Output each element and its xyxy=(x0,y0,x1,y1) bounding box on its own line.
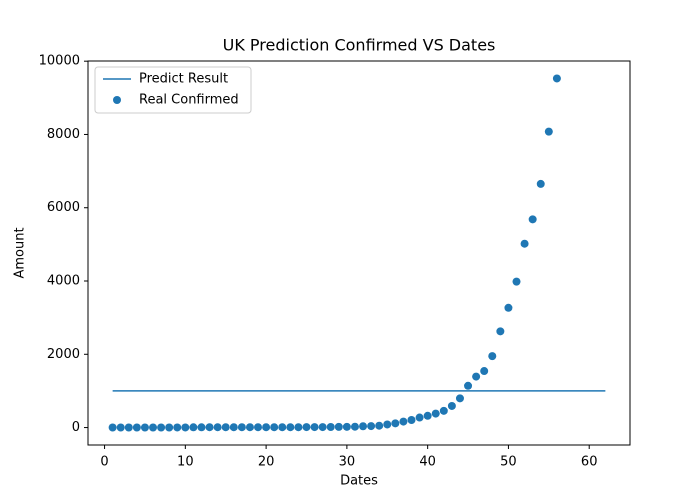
y-tick-label: 6000 xyxy=(47,200,80,215)
scatter-point xyxy=(262,423,271,432)
scatter-point xyxy=(399,417,408,426)
scatter-point xyxy=(286,423,295,432)
y-tick-label: 4000 xyxy=(47,274,80,289)
scatter-point xyxy=(552,74,561,83)
legend-box xyxy=(94,66,252,114)
scatter-point xyxy=(116,423,125,432)
scatter-point xyxy=(383,420,392,429)
scatter-point xyxy=(254,423,263,432)
y-tick-label: 8000 xyxy=(47,127,80,142)
scatter-point xyxy=(520,239,529,248)
scatter-point xyxy=(197,423,206,432)
scatter-point xyxy=(407,416,416,425)
y-tick-label: 2000 xyxy=(47,347,80,362)
legend-label: Real Confirmed xyxy=(139,93,239,108)
scatter-point xyxy=(447,401,456,410)
scatter-point xyxy=(375,421,384,430)
scatter-point xyxy=(423,411,432,420)
scatter-point xyxy=(310,423,319,432)
x-tick-label: 60 xyxy=(581,455,598,470)
x-tick-label: 10 xyxy=(177,455,194,470)
scatter-point xyxy=(124,423,133,432)
scatter-point xyxy=(326,423,335,432)
scatter-point xyxy=(318,423,327,432)
y-tick-label: 0 xyxy=(72,420,80,435)
scatter-point xyxy=(221,423,230,432)
scatter-point xyxy=(367,422,376,431)
scatter-point xyxy=(488,352,497,361)
scatter-point xyxy=(334,422,343,431)
x-tick-label: 30 xyxy=(339,455,356,470)
scatter-point xyxy=(132,423,141,432)
scatter-point xyxy=(544,127,553,136)
scatter-point xyxy=(270,423,279,432)
scatter-point xyxy=(229,423,238,432)
legend-marker xyxy=(113,96,121,104)
scatter-point xyxy=(359,422,368,431)
scatter-point xyxy=(294,423,303,432)
scatter-point xyxy=(350,422,359,431)
scatter-point xyxy=(391,419,400,428)
y-axis-label: Amount xyxy=(13,227,28,278)
x-tick-label: 20 xyxy=(258,455,275,470)
scatter-point xyxy=(173,423,182,432)
scatter-point xyxy=(189,423,198,432)
x-tick-label: 0 xyxy=(100,455,108,470)
legend-label: Predict Result xyxy=(139,72,228,87)
x-tick-label: 50 xyxy=(500,455,517,470)
scatter-point xyxy=(472,372,481,381)
scatter-point xyxy=(536,179,545,188)
scatter-point xyxy=(512,277,521,286)
scatter-point xyxy=(528,215,537,224)
scatter-point xyxy=(165,423,174,432)
scatter-point xyxy=(181,423,190,432)
scatter-point xyxy=(504,303,513,312)
scatter-point xyxy=(439,406,448,415)
scatter-point xyxy=(431,409,440,418)
scatter-point xyxy=(455,394,464,403)
scatter-point xyxy=(149,423,158,432)
plot-frame xyxy=(87,60,631,446)
scatter-point xyxy=(278,423,287,432)
scatter-point xyxy=(108,423,117,432)
y-tick-label: 10000 xyxy=(39,54,80,69)
chart-title: UK Prediction Confirmed VS Dates xyxy=(223,36,496,55)
scatter-point xyxy=(415,413,424,422)
scatter-point xyxy=(480,367,489,376)
scatter-point xyxy=(496,327,505,336)
scatter-point xyxy=(213,423,222,432)
scatter-point xyxy=(464,381,473,390)
scatter-point xyxy=(205,423,214,432)
x-axis-label: Dates xyxy=(340,474,378,489)
scatter-point xyxy=(245,423,254,432)
scatter-point xyxy=(237,423,246,432)
scatter-point xyxy=(342,422,351,431)
scatter-point xyxy=(157,423,166,432)
scatter-point xyxy=(140,423,149,432)
scatter-point xyxy=(302,423,311,432)
x-tick-label: 40 xyxy=(419,455,436,470)
